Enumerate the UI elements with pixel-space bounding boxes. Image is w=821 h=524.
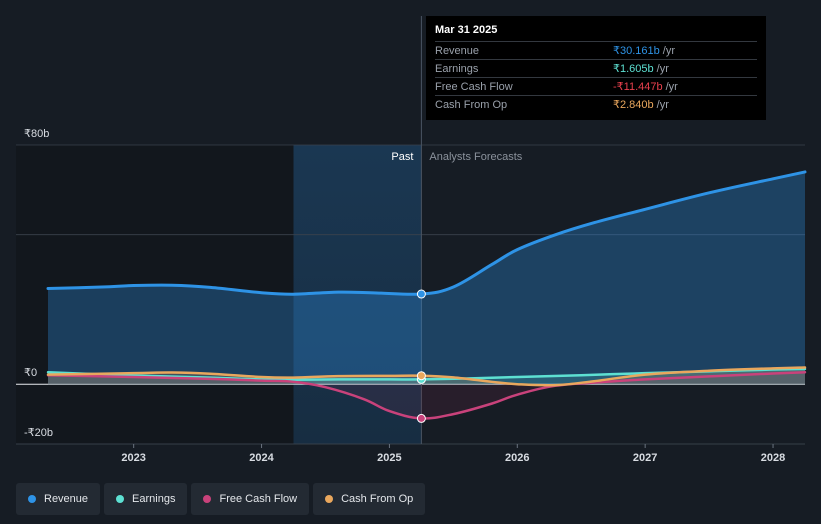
- legend-item-cash-from-op[interactable]: Cash From Op: [313, 483, 426, 515]
- tooltip-date: Mar 31 2025: [435, 24, 498, 36]
- free-cash-flow-marker: [416, 413, 426, 423]
- cash-from-op-marker: [416, 371, 426, 381]
- legend-label: Earnings: [132, 493, 176, 505]
- legend-item-earnings[interactable]: Earnings: [104, 483, 188, 515]
- tooltip-row-unit: /yr: [656, 98, 669, 111]
- x-tick-label: 2024: [249, 452, 274, 464]
- tooltip-row-label: Free Cash Flow: [435, 80, 513, 93]
- y-tick-label: ₹80b: [24, 128, 49, 140]
- x-tick-label: 2028: [761, 452, 785, 464]
- tooltip-row-value: ₹2.840b: [613, 99, 654, 111]
- legend-label: Free Cash Flow: [219, 493, 298, 505]
- tooltip-row-unit: /yr: [662, 44, 675, 57]
- x-tick-label: 2026: [505, 452, 529, 464]
- x-tick-label: 2027: [633, 452, 657, 464]
- legend-label: Revenue: [44, 493, 89, 505]
- past-background: [16, 145, 294, 444]
- forecast-background: [421, 145, 805, 444]
- revenue-marker: [416, 289, 426, 299]
- y-tick-label: -₹20b: [24, 427, 53, 439]
- tooltip-panel: Mar 31 2025 Revenue ₹30.161b/yr Earnings ₹1…: [426, 16, 766, 120]
- x-tick-label: 2023: [121, 452, 145, 464]
- tooltip-row-value: -₹11.447b: [613, 81, 663, 93]
- y-tick-label: ₹0: [24, 367, 37, 379]
- tooltip-row-unit: /yr: [656, 62, 669, 75]
- forecast-label: Analysts Forecasts: [429, 151, 522, 163]
- tooltip-row-value: ₹30.161b: [613, 45, 660, 57]
- free-cash-flow-line: [46, 370, 807, 420]
- tooltip-row-label: Revenue: [435, 44, 480, 57]
- tooltip-row-cash-from-op: Cash From Op ₹2.840b/yr: [435, 95, 757, 113]
- legend: Revenue Earnings Free Cash Flow Cash From O…: [16, 483, 426, 515]
- legend-label: Cash From Op: [341, 493, 414, 505]
- legend-dot-icon: [325, 495, 334, 503]
- revenue-area: [48, 171, 805, 385]
- tooltip-row-value: ₹1.605b: [613, 63, 654, 75]
- legend-dot-icon: [28, 495, 36, 503]
- tooltip-row-earnings: Earnings ₹1.605b/yr: [435, 59, 757, 77]
- legend-dot-icon: [116, 495, 125, 503]
- tooltip-row-revenue: Revenue ₹30.161b/yr: [435, 41, 757, 59]
- cash-from-op-line: [46, 366, 807, 387]
- free-cash-flow-area: [48, 372, 805, 419]
- legend-dot-icon: [203, 495, 212, 503]
- legend-item-revenue[interactable]: Revenue: [16, 483, 101, 515]
- tooltip-row-label: Earnings: [435, 62, 479, 75]
- tooltip-row-label: Cash From Op: [435, 98, 508, 111]
- tooltip-row-unit: /yr: [665, 80, 678, 93]
- x-tick-label: 2025: [377, 452, 401, 464]
- past-label: Past: [391, 151, 413, 163]
- legend-item-free-cash-flow[interactable]: Free Cash Flow: [191, 483, 310, 515]
- tooltip-row-free-cash-flow: Free Cash Flow -₹11.447b/yr: [435, 77, 757, 95]
